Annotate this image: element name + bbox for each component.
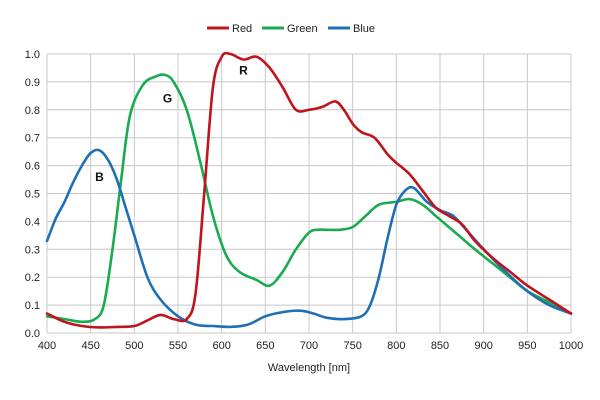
legend-label-red: Red: [232, 23, 252, 35]
x-tick-label: 650: [256, 340, 274, 352]
tick-labels: 400 450 500 550 600 650 700 750 800 850 900 950 1000…: [25, 49, 584, 352]
x-tick-label: 700: [300, 340, 318, 352]
y-tick-label: 0.6: [25, 161, 40, 173]
y-tick-label: 1.0: [25, 49, 40, 61]
series-line-green: [45, 73, 573, 324]
series-line-red: [45, 51, 573, 329]
x-tick-label: 900: [474, 340, 492, 352]
y-tick-label: 0.8: [25, 105, 40, 117]
x-tick-label: 450: [81, 340, 99, 352]
series-layer: [45, 51, 573, 329]
annotation-r: R: [239, 64, 248, 78]
y-tick-label: 0.2: [25, 272, 40, 284]
x-tick-label: 600: [212, 340, 230, 352]
x-tick-label: 850: [431, 340, 449, 352]
y-tick-label: 0.1: [25, 300, 40, 312]
y-tick-label: 0.3: [25, 244, 40, 256]
legend: Red Green Blue: [207, 23, 375, 35]
x-tick-label: 950: [518, 340, 536, 352]
legend-label-green: Green: [287, 23, 318, 35]
x-tick-label: 800: [387, 340, 405, 352]
y-tick-label: 0.5: [25, 189, 40, 201]
series-line-blue: [45, 148, 573, 329]
x-axis-label: Wavelength [nm]: [268, 362, 350, 374]
annotations-layer: R G B: [95, 64, 248, 184]
annotation-g: G: [163, 92, 172, 106]
x-tick-label: 750: [343, 340, 361, 352]
x-tick-label: 1000: [559, 340, 583, 352]
x-tick-label: 400: [38, 340, 56, 352]
y-tick-label: 0.4: [25, 216, 40, 228]
x-tick-label: 500: [125, 340, 143, 352]
y-tick-label: 0.9: [25, 77, 40, 89]
y-tick-label: 0.7: [25, 133, 40, 145]
x-tick-label: 550: [169, 340, 187, 352]
annotation-b: B: [95, 170, 104, 184]
legend-label-blue: Blue: [353, 23, 375, 35]
y-tick-label: 0.0: [25, 328, 40, 340]
